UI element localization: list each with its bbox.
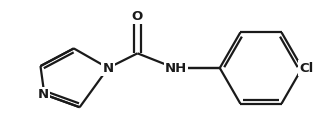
Text: O: O (132, 10, 143, 23)
Text: N: N (38, 88, 49, 101)
Text: Cl: Cl (299, 62, 313, 75)
Text: NH: NH (165, 63, 187, 75)
Text: N: N (102, 62, 114, 75)
